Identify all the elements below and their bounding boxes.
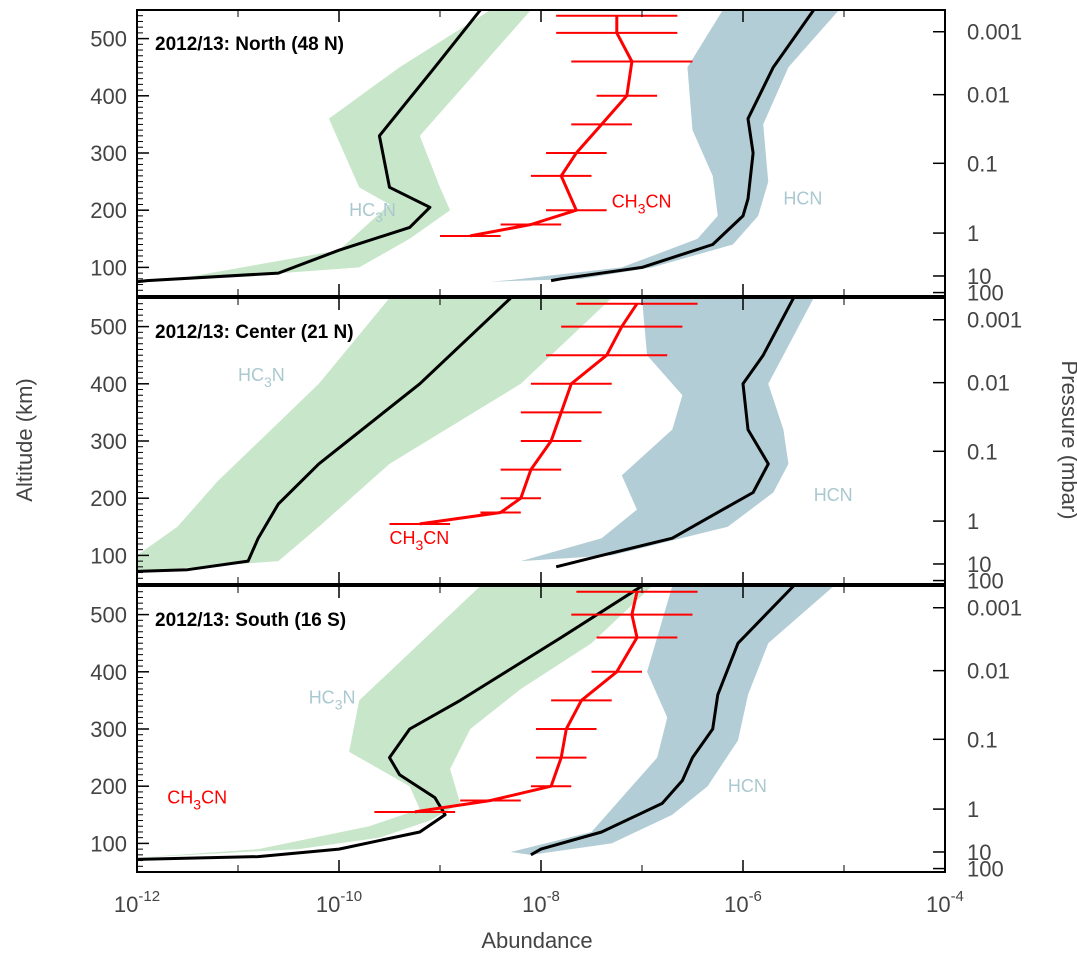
ch3cn-label: CH3CN: [167, 787, 227, 812]
hc3n-label: HC3N: [238, 365, 285, 390]
pressure-tick-label: 100: [967, 569, 1004, 594]
y-tick-label: 300: [90, 141, 127, 166]
pressure-tick-label: 0.01: [967, 83, 1010, 108]
panel-title: 2012/13: North (48 N): [155, 34, 344, 55]
x-tick-label: 10-4: [926, 888, 964, 917]
hcn-label: HCN: [783, 188, 822, 208]
y-tick-label: 200: [90, 774, 127, 799]
pressure-tick-label: 0.1: [967, 439, 998, 464]
pressure-tick-label: 0.01: [967, 659, 1010, 684]
pressure-tick-label: 1: [967, 509, 979, 534]
x-tick-label: 10-12: [114, 888, 160, 917]
x-tick-label: 10-10: [316, 888, 362, 917]
x-tick-label: 10-8: [522, 888, 560, 917]
panel-title: 2012/13: South (16 S): [155, 610, 346, 631]
y-tick-label: 400: [90, 372, 127, 397]
pressure-tick-label: 0.1: [967, 151, 998, 176]
x-axis-title: Abundance: [481, 928, 592, 953]
panel-2: HC3N HCN CH3CN 2012/13: South (16 S) 100 200 3…: [90, 586, 1022, 882]
y-tick-label: 400: [90, 660, 127, 685]
panels-group: HC3N HCN CH3CN 2012/13: North (48 N) 100 200 3…: [90, 10, 1022, 882]
pressure-tick-label: 100: [967, 281, 1004, 306]
y-tick-label: 100: [90, 831, 127, 856]
y2-axis-title: Pressure (mbar): [1057, 361, 1077, 520]
pressure-tick-label: 100: [967, 857, 1004, 882]
y-tick-label: 100: [90, 255, 127, 280]
pressure-tick-label: 0.001: [967, 20, 1022, 45]
pressure-tick-label: 1: [967, 221, 979, 246]
y-tick-label: 500: [90, 315, 127, 340]
panel-1: HC3N HCN CH3CN 2012/13: Center (21 N) 100 200…: [90, 298, 1022, 594]
y-tick-label: 300: [90, 429, 127, 454]
y-tick-label: 500: [90, 27, 127, 52]
pressure-tick-label: 0.001: [967, 596, 1022, 621]
y-tick-label: 200: [90, 486, 127, 511]
hcn-label: HCN: [814, 485, 853, 505]
y-tick-label: 300: [90, 717, 127, 742]
panel-title: 2012/13: Center (21 N): [155, 322, 354, 343]
ch3cn-label: CH3CN: [390, 528, 450, 553]
pressure-tick-label: 0.01: [967, 371, 1010, 396]
pressure-tick-label: 0.001: [967, 308, 1022, 333]
pressure-tick-label: 1: [967, 797, 979, 822]
y-tick-label: 500: [90, 603, 127, 628]
x-tick-labels: 10-12 10-10 10-8 10-6 10-4: [114, 888, 964, 917]
y-tick-label: 200: [90, 198, 127, 223]
y-tick-label: 400: [90, 84, 127, 109]
hcn-label: HCN: [728, 776, 767, 796]
pressure-tick-label: 0.1: [967, 727, 998, 752]
x-tick-label: 10-6: [724, 888, 762, 917]
y-axis-title: Altitude (km): [12, 378, 37, 501]
hc3n-label: HC3N: [309, 687, 356, 712]
ch3cn-label: CH3CN: [612, 191, 672, 216]
y-tick-label: 100: [90, 543, 127, 568]
